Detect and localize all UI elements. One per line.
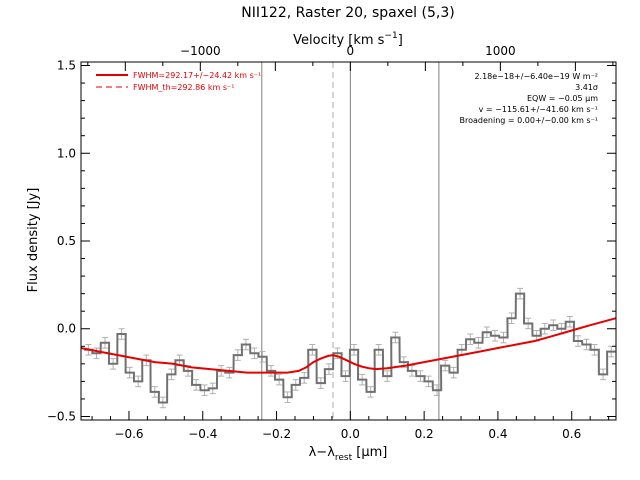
x-tick-label: 0.2	[415, 427, 434, 441]
fit-annotations: 2.18e−18+/−6.40e−19 W m⁻² 3.41σ EQW = −0…	[460, 72, 599, 125]
annotation-eqw: EQW = −0.05 μm	[527, 94, 598, 103]
x-tick-label: −0.6	[114, 427, 143, 441]
spectrum-series	[84, 292, 616, 404]
legend: FWHM=292.17+/−24.42 km s⁻¹ FWHM_th=292.8…	[96, 71, 261, 92]
top-tick-label: 0	[347, 44, 355, 58]
axes: −0.6 −0.4 −0.2 0.0 0.2 0.4 0.6 −0.5 0.0 0.5 1.0 1.5…	[47, 44, 617, 441]
legend-label-fwhm: FWHM=292.17+/−24.42 km s⁻¹	[133, 71, 261, 80]
top-axis-label: Velocity [km s−1]	[293, 31, 403, 48]
fit-series	[80, 317, 617, 374]
y-tick-label: −0.5	[47, 409, 76, 423]
x-tick-label: 0.0	[341, 427, 360, 441]
x-tick-label: 0.4	[488, 427, 507, 441]
y-tick-label: 1.0	[57, 146, 76, 160]
x-tick-label: −0.2	[262, 427, 291, 441]
top-tick-label: 1000	[485, 44, 516, 58]
annotation-velocity: v = −115.61+/−41.60 km s⁻¹	[479, 105, 598, 114]
x-tick-label: 0.6	[562, 427, 581, 441]
y-tick-label: 0.0	[57, 322, 76, 336]
y-axis-label: Flux density [Jy]	[26, 188, 41, 293]
annotation-line-flux: 2.18e−18+/−6.40e−19 W m⁻²	[474, 72, 598, 81]
top-tick-label: −1000	[180, 44, 221, 58]
y-tick-label: 0.5	[57, 234, 76, 248]
annotation-significance: 3.41σ	[575, 83, 598, 92]
annotation-broadening: Broadening = 0.00+/−0.00 km s⁻¹	[460, 116, 598, 125]
x-axis-label: λ−λrest [μm]	[309, 445, 388, 463]
legend-label-fwhm-th: FWHM_th=292.86 km s⁻¹	[133, 83, 234, 92]
y-tick-label: 1.5	[57, 59, 76, 73]
plot-area	[80, 62, 617, 420]
chart-title: NII122, Raster 20, spaxel (5,3)	[241, 5, 454, 21]
x-tick-label: −0.4	[188, 427, 217, 441]
